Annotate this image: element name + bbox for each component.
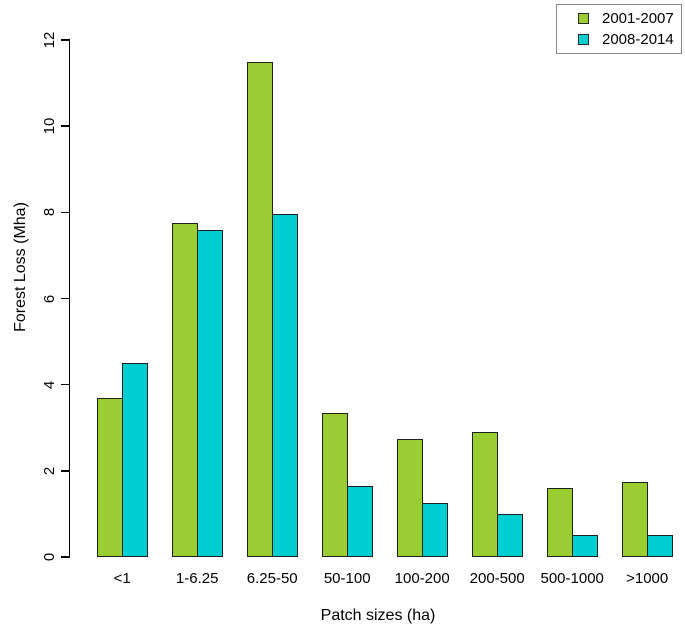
- bar-2008-2014: [271, 214, 298, 557]
- bar-2001-2007: [546, 488, 573, 557]
- bar-2001-2007: [246, 61, 273, 557]
- legend-label: 2008-2014: [602, 31, 674, 48]
- y-tick-label: 6: [41, 294, 58, 303]
- bar-2001-2007: [471, 432, 498, 557]
- bar-2008-2014: [121, 363, 148, 557]
- y-tick-label: 12: [41, 31, 58, 49]
- y-tick: [60, 125, 69, 127]
- y-tick: [60, 297, 69, 300]
- y-tick-label: 4: [41, 380, 58, 389]
- legend-swatch-2008-2014: [578, 34, 589, 45]
- y-axis-title: Forest Loss (Mha): [12, 202, 29, 332]
- bar-2008-2014: [571, 535, 598, 557]
- y-tick: [60, 211, 69, 214]
- bar-2008-2014: [421, 503, 448, 557]
- bar-2001-2007: [171, 223, 198, 557]
- bar-2008-2014: [496, 513, 523, 557]
- x-axis-title: Patch sizes (ha): [320, 607, 436, 624]
- legend-label: 2001-2007: [602, 10, 674, 27]
- legend-item-2008-2014: 2008-2014: [578, 31, 681, 48]
- x-category-label: <1: [113, 570, 131, 587]
- legend: 2001-2007 2008-2014: [556, 4, 682, 54]
- y-tick-label: 2: [41, 466, 58, 475]
- y-tick: [60, 556, 69, 558]
- bar-2001-2007: [621, 481, 648, 557]
- bar-2008-2014: [196, 229, 223, 557]
- x-category-label: 6.25-50: [246, 570, 298, 587]
- x-category-label: >1000: [626, 570, 669, 587]
- y-tick-label: 8: [41, 208, 58, 217]
- x-category-label: 200-500: [469, 570, 525, 587]
- y-tick-label: 10: [41, 117, 58, 135]
- x-category-label: 100-200: [394, 570, 450, 587]
- legend-item-2001-2007: 2001-2007: [578, 10, 681, 27]
- bar-2001-2007: [321, 412, 348, 557]
- bar-2008-2014: [346, 485, 373, 557]
- legend-swatch-2001-2007: [578, 13, 589, 24]
- y-tick: [60, 470, 69, 472]
- bar-2001-2007: [396, 438, 423, 557]
- y-tick: [60, 39, 69, 41]
- bar-2008-2014: [646, 535, 673, 557]
- y-tick: [60, 383, 69, 386]
- y-tick-label: 0: [41, 552, 58, 562]
- bar-2001-2007: [96, 397, 123, 557]
- x-category-label: 1-6.25: [175, 570, 219, 587]
- x-category-label: 50-100: [323, 570, 371, 587]
- y-axis-line: [68, 39, 70, 558]
- x-category-label: 500-1000: [540, 570, 604, 587]
